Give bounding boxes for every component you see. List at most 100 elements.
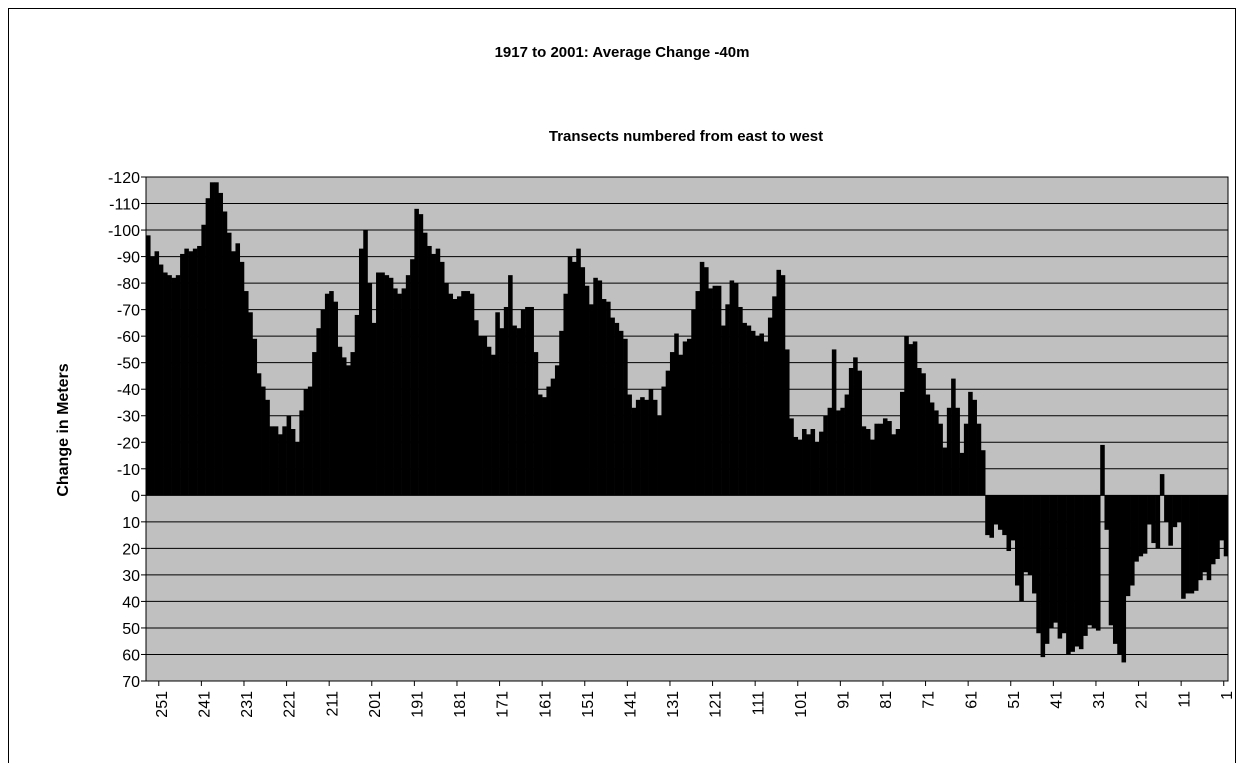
x-tick-label: 101: [793, 691, 810, 718]
bar: [1057, 495, 1063, 639]
bar: [1095, 495, 1101, 631]
bar: [669, 352, 675, 496]
bar: [870, 439, 875, 496]
x-tick-label: 141: [622, 691, 639, 718]
bar: [1027, 495, 1033, 575]
bar: [955, 407, 960, 496]
bar: [243, 291, 249, 496]
bar: [491, 354, 496, 496]
bar: [674, 333, 679, 496]
x-tick-label: 161: [537, 691, 554, 718]
y-tick-label: 60: [122, 647, 140, 664]
bar: [235, 243, 241, 496]
bar: [320, 309, 326, 496]
bar: [652, 399, 658, 496]
bar: [563, 293, 569, 496]
bar: [597, 280, 603, 496]
bar: [601, 299, 607, 496]
bar: [704, 267, 709, 496]
x-tick-label: 251: [154, 691, 171, 718]
y-tick-label: 40: [122, 594, 140, 611]
bar: [772, 296, 777, 496]
x-tick-label: 181: [452, 691, 469, 718]
bar: [307, 386, 313, 496]
x-tick-label: 191: [410, 691, 427, 718]
bar: [469, 293, 475, 496]
bar: [1176, 495, 1182, 522]
x-tick-label: 31: [1091, 691, 1108, 709]
bar: [904, 336, 909, 496]
y-tick-label: -20: [117, 435, 140, 452]
bar: [312, 352, 317, 496]
bar: [806, 434, 811, 496]
bar: [644, 399, 649, 496]
bar: [1032, 495, 1037, 594]
x-tick-label: 131: [665, 691, 682, 718]
x-tick-label: 211: [324, 691, 341, 717]
bar: [789, 418, 794, 496]
bar: [980, 450, 986, 496]
bar: [388, 277, 394, 496]
bar: [882, 418, 888, 496]
bar: [333, 301, 338, 496]
y-tick-label: -60: [117, 329, 140, 346]
bar: [874, 423, 879, 496]
bar: [942, 447, 948, 496]
bar: [371, 322, 377, 496]
bar: [188, 251, 194, 496]
bar: [1070, 495, 1075, 652]
bar: [840, 407, 845, 496]
bar: [1108, 495, 1114, 626]
bar: [606, 301, 611, 496]
y-axis-title: Change in Meters: [55, 363, 72, 496]
bar: [154, 251, 160, 496]
bar: [422, 232, 428, 496]
bar: [976, 423, 982, 496]
x-tick-label: 41: [1048, 691, 1065, 709]
bar: [205, 198, 211, 496]
bar: [150, 256, 155, 496]
y-tick-label: 10: [122, 515, 140, 532]
bar: [1053, 495, 1058, 623]
bar: [1100, 444, 1105, 496]
bar: [567, 256, 573, 496]
y-tick-label: 20: [122, 541, 140, 558]
bar: [461, 291, 466, 496]
bar: [802, 429, 807, 496]
bar: [729, 280, 735, 496]
bar: [742, 322, 747, 496]
bar: [614, 322, 620, 496]
bar: [827, 407, 833, 496]
bar: [546, 386, 551, 496]
bar: [1066, 495, 1071, 655]
bar: [1083, 495, 1088, 636]
bar: [269, 426, 275, 496]
y-tick-label: -100: [108, 223, 140, 240]
bar: [512, 325, 517, 496]
bar: [529, 306, 534, 496]
bar: [1078, 495, 1084, 650]
x-tick-label: 201: [367, 691, 384, 718]
bar: [346, 365, 351, 496]
bar: [891, 434, 897, 496]
x-tick-label: 21: [1134, 691, 1151, 709]
bar: [525, 306, 530, 496]
bar: [635, 399, 641, 496]
bar: [439, 261, 445, 496]
x-tick-label: 81: [878, 691, 895, 709]
bar: [993, 495, 999, 525]
bar: [273, 426, 279, 496]
chart-subtitle: Transects numbered from east to west: [549, 128, 823, 145]
x-tick-label: 91: [835, 691, 852, 709]
bar: [1104, 495, 1110, 530]
bar: [1087, 495, 1092, 626]
bar: [1121, 495, 1127, 663]
bar: [175, 275, 181, 496]
bar: [610, 317, 615, 496]
y-tick-label: -80: [117, 276, 140, 293]
bar: [695, 291, 701, 496]
bar: [917, 367, 922, 496]
bar: [793, 436, 799, 496]
y-tick-label: -40: [117, 382, 140, 399]
